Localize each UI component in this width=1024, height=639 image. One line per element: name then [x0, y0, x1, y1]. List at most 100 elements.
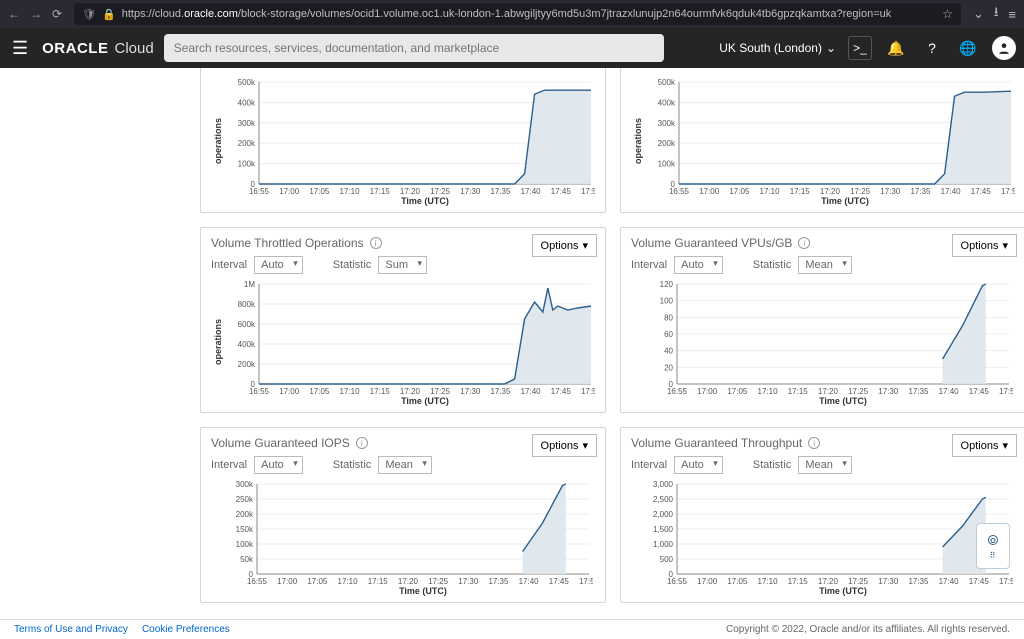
svg-text:17:15: 17:15 [788, 387, 809, 396]
caret-down-icon: ▾ [582, 439, 588, 452]
svg-text:17:15: 17:15 [788, 577, 809, 586]
statistic-label: Statistic [333, 259, 372, 271]
svg-text:17:05: 17:05 [309, 387, 330, 396]
drag-dots-icon: ⠿ [990, 551, 997, 560]
chart-controls: Interval Auto Statistic Sum [211, 256, 595, 274]
svg-text:17:25: 17:25 [850, 187, 871, 196]
metric-card-throughput: Volume Guaranteed ThroughputiOptions▾ In… [620, 427, 1024, 603]
interval-select[interactable]: Auto [254, 456, 303, 474]
footer-terms-link[interactable]: Terms of Use and Privacy [14, 624, 128, 635]
svg-text:40: 40 [664, 347, 673, 356]
svg-text:300k: 300k [236, 480, 254, 489]
options-button[interactable]: Options▾ [532, 434, 597, 457]
svg-text:17:30: 17:30 [878, 387, 899, 396]
statistic-label: Statistic [333, 459, 372, 471]
options-button[interactable]: Options▾ [952, 434, 1017, 457]
statistic-select[interactable]: Mean [378, 456, 432, 474]
interval-select[interactable]: Auto [254, 256, 303, 274]
svg-text:17:40: 17:40 [939, 387, 960, 396]
svg-text:17:00: 17:00 [697, 577, 718, 586]
svg-text:17:20: 17:20 [818, 577, 839, 586]
download-icon[interactable]: ⭳ [994, 3, 999, 25]
svg-text:17:25: 17:25 [430, 387, 451, 396]
footer: Terms of Use and Privacy Cookie Preferen… [0, 619, 1024, 639]
statistic-select[interactable]: Mean [798, 456, 852, 474]
svg-text:17:20: 17:20 [818, 387, 839, 396]
pocket-icon[interactable]: ⌄ [973, 6, 984, 22]
help-icon[interactable]: ? [920, 36, 944, 60]
language-icon[interactable]: 🌐 [956, 36, 980, 60]
avatar[interactable] [992, 36, 1016, 60]
svg-text:17:35: 17:35 [490, 387, 511, 396]
menu-icon[interactable]: ≡ [1008, 7, 1016, 22]
interval-select[interactable]: Auto [674, 256, 723, 274]
search-input[interactable] [164, 34, 664, 62]
svg-text:17:25: 17:25 [428, 577, 449, 586]
lock-icon: 🔒 [102, 8, 116, 21]
statistic-select[interactable]: Sum [378, 256, 427, 274]
options-button[interactable]: Options▾ [952, 234, 1017, 257]
svg-text:17:05: 17:05 [729, 187, 750, 196]
svg-text:16:55: 16:55 [247, 577, 268, 586]
svg-text:17:30: 17:30 [458, 577, 479, 586]
svg-text:Time (UTC): Time (UTC) [819, 586, 867, 596]
svg-text:100k: 100k [236, 540, 254, 549]
svg-text:Time (UTC): Time (UTC) [819, 396, 867, 406]
svg-text:17:00: 17:00 [279, 387, 300, 396]
svg-text:500k: 500k [238, 78, 256, 87]
info-icon[interactable]: i [808, 437, 820, 449]
region-selector[interactable]: UK South (London) ⌄ [719, 41, 836, 55]
svg-text:50k: 50k [240, 555, 254, 564]
options-button[interactable]: Options▾ [532, 234, 597, 257]
svg-text:17:30: 17:30 [878, 577, 899, 586]
svg-text:200k: 200k [238, 360, 256, 369]
svg-text:1,000: 1,000 [653, 540, 674, 549]
caret-down-icon: ▾ [1002, 439, 1008, 452]
svg-text:17:10: 17:10 [760, 187, 781, 196]
region-label: UK South (London) [719, 41, 822, 55]
statistic-label: Statistic [753, 259, 792, 271]
caret-down-icon: ▾ [582, 239, 588, 252]
svg-text:500k: 500k [658, 78, 676, 87]
svg-text:17:40: 17:40 [521, 187, 542, 196]
svg-text:17:35: 17:35 [490, 187, 511, 196]
browser-chrome: ← → ⟳ 🛡 🔒 https://cloud.oracle.com/block… [0, 0, 1024, 28]
svg-text:200k: 200k [658, 139, 676, 148]
statistic-label: Statistic [753, 459, 792, 471]
y-axis-label: operations [211, 278, 225, 406]
svg-text:17:40: 17:40 [939, 577, 960, 586]
devtools-icon[interactable]: >_ [848, 36, 872, 60]
svg-text:17:05: 17:05 [309, 187, 330, 196]
support-widget[interactable]: ⦾ ⠿ [976, 523, 1010, 569]
interval-select[interactable]: Auto [674, 456, 723, 474]
nav-forward-icon[interactable]: → [30, 7, 42, 21]
y-axis-label: operations [631, 76, 645, 206]
chevron-down-icon: ⌄ [826, 41, 836, 55]
svg-text:17:50: 17:50 [579, 577, 593, 586]
svg-text:17:00: 17:00 [699, 187, 720, 196]
footer-cookie-link[interactable]: Cookie Preferences [142, 624, 230, 635]
caret-down-icon: ▾ [1002, 239, 1008, 252]
nav-reload-icon[interactable]: ⟳ [52, 7, 62, 21]
info-icon[interactable]: i [356, 437, 368, 449]
lifebuoy-icon: ⦾ [987, 532, 998, 549]
svg-text:17:15: 17:15 [368, 577, 389, 586]
svg-text:17:45: 17:45 [969, 577, 990, 586]
svg-text:16:55: 16:55 [249, 387, 270, 396]
svg-text:17:05: 17:05 [727, 577, 748, 586]
chart-controls: Interval Auto Statistic Mean [631, 256, 1015, 274]
announcements-icon[interactable]: 🔔 [884, 36, 908, 60]
info-icon[interactable]: i [370, 237, 382, 249]
nav-menu-icon[interactable]: ☰ [8, 34, 32, 63]
svg-text:400k: 400k [238, 98, 256, 107]
statistic-select[interactable]: Mean [798, 256, 852, 274]
bookmark-icon[interactable]: ☆ [942, 7, 953, 21]
svg-text:17:20: 17:20 [400, 387, 421, 396]
url-bar[interactable]: 🛡 🔒 https://cloud.oracle.com/block-stora… [74, 3, 961, 25]
nav-back-icon[interactable]: ← [8, 7, 20, 21]
y-axis-label: operations [211, 76, 225, 206]
info-icon[interactable]: i [798, 237, 810, 249]
svg-text:1,500: 1,500 [653, 525, 674, 534]
svg-text:400k: 400k [238, 340, 256, 349]
svg-text:300k: 300k [658, 119, 676, 128]
